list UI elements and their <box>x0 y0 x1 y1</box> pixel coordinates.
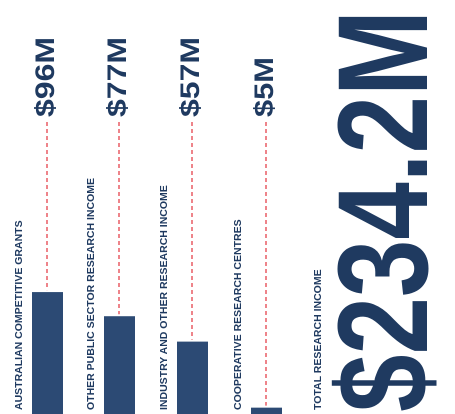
category-label: INDUSTRY AND OTHER RESEARCH INCOME <box>158 185 170 410</box>
category-label: COOPERATIVE RESEARCH CENTRES <box>232 219 244 410</box>
total-value: $234.2M <box>312 10 455 412</box>
value-label: $77M <box>102 37 132 117</box>
value-label: $57M <box>175 37 205 117</box>
bar <box>177 341 208 414</box>
value-label: $96M <box>30 37 60 117</box>
category-label: OTHER PUBLIC SECTOR RESEARCH INCOME <box>85 178 97 410</box>
bar <box>32 292 63 414</box>
category-label: AUSTRALIAN COMPETITIVE GRANTS <box>13 220 25 410</box>
bar <box>251 407 282 414</box>
value-label: $5M <box>249 57 279 117</box>
bar <box>104 316 135 414</box>
total-title: TOTAL RESEARCH INCOME <box>312 269 324 410</box>
